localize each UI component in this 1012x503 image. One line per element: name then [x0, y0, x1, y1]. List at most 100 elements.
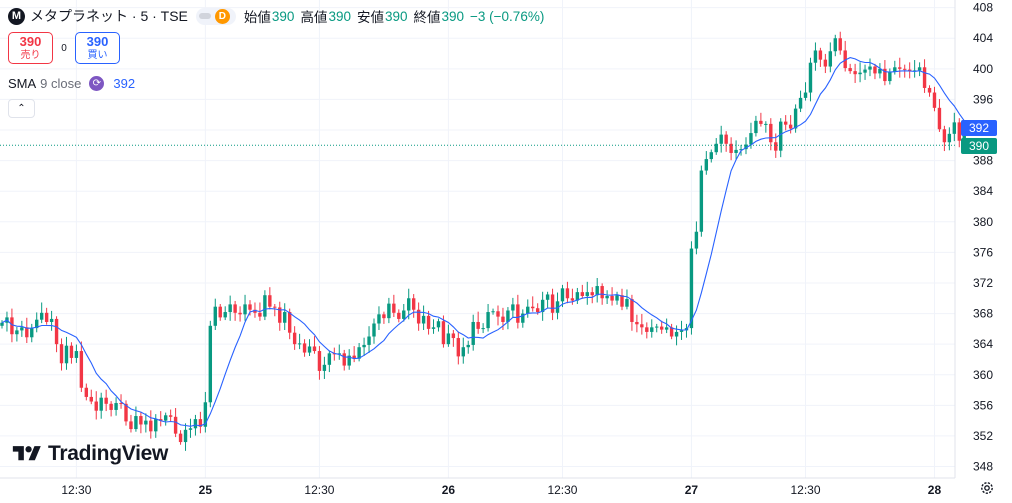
candle	[650, 319, 654, 338]
candle	[99, 392, 103, 419]
candle	[74, 344, 79, 363]
indicator-legend[interactable]: SMA 9 close ⟳ 392	[8, 74, 135, 92]
candle	[446, 324, 451, 347]
tradingview-watermark[interactable]: TradingView	[12, 442, 168, 466]
candle	[605, 290, 609, 305]
sell-button[interactable]: 390 売り	[8, 32, 53, 64]
candle	[208, 320, 213, 408]
candle	[779, 118, 783, 158]
candle	[823, 53, 828, 74]
candle	[471, 314, 475, 351]
candle	[297, 333, 302, 350]
buy-price: 390	[86, 34, 109, 50]
candle	[724, 131, 728, 152]
candle	[15, 326, 19, 342]
candle	[783, 115, 788, 131]
candle	[317, 346, 322, 380]
x-tick-label: 27	[685, 483, 699, 497]
y-tick-label: 364	[973, 337, 993, 351]
sell-price: 390	[19, 34, 42, 50]
candle	[163, 412, 168, 426]
candle	[382, 311, 386, 324]
candle	[744, 137, 748, 155]
y-tick-label: 400	[973, 62, 993, 76]
indicator-params: 9 close	[40, 75, 82, 91]
candle	[307, 339, 312, 357]
candle	[496, 305, 500, 326]
candle	[511, 297, 515, 318]
candle	[203, 391, 208, 433]
candle	[39, 302, 44, 324]
candle	[287, 308, 292, 340]
candle	[421, 305, 426, 331]
y-tick-label: 356	[973, 398, 993, 412]
buy-label: 買い	[87, 49, 108, 61]
candle	[888, 68, 892, 85]
candle	[407, 288, 411, 320]
candle	[30, 323, 34, 343]
symbol-title[interactable]: メタプラネット · 5 · TSE	[30, 8, 188, 24]
candle	[883, 60, 887, 86]
candle	[347, 349, 351, 370]
candle	[937, 99, 942, 132]
y-tick-label: 348	[973, 460, 993, 474]
buy-button[interactable]: 390 買い	[75, 32, 120, 64]
candle	[555, 292, 560, 320]
last-price-tag: 390	[961, 138, 997, 154]
candle	[798, 90, 803, 113]
refresh-icon[interactable]: ⟳	[89, 75, 105, 91]
candle	[372, 318, 376, 344]
candle	[327, 350, 332, 373]
x-tick-label: 12:30	[791, 483, 821, 497]
candle	[516, 294, 520, 329]
gear-icon[interactable]	[979, 480, 995, 496]
symbol-logo[interactable]: M	[8, 7, 25, 25]
candle	[387, 297, 391, 324]
candle	[565, 281, 570, 304]
candle	[114, 397, 118, 416]
candle	[233, 300, 237, 321]
candle	[615, 291, 619, 305]
candle	[684, 323, 689, 338]
candle	[198, 411, 203, 434]
indicator-value: 392	[113, 75, 136, 91]
candle	[659, 320, 664, 334]
dividend-badge[interactable]: D	[195, 7, 236, 25]
candle	[828, 42, 833, 73]
candle	[213, 298, 217, 331]
candle	[44, 307, 49, 325]
candle	[610, 287, 614, 306]
candle	[64, 336, 69, 370]
candle	[922, 59, 927, 93]
candle	[362, 337, 366, 357]
candle	[79, 341, 84, 392]
x-tick-label: 28	[928, 483, 942, 497]
candle	[635, 314, 639, 333]
candle	[441, 315, 446, 348]
candle	[243, 294, 247, 321]
low-value: 390	[384, 8, 408, 24]
candle	[292, 326, 297, 350]
candle	[664, 318, 669, 334]
candle	[183, 423, 188, 451]
x-tick-label: 26	[442, 483, 456, 497]
candle	[337, 344, 341, 360]
candle	[168, 409, 173, 422]
chevron-up-icon: ⌃	[17, 103, 26, 114]
y-tick-label: 404	[973, 31, 993, 45]
collapse-legend-button[interactable]: ⌃	[8, 99, 35, 118]
candle	[630, 294, 634, 331]
y-tick-label: 384	[973, 184, 993, 198]
candle	[759, 112, 763, 127]
candle	[645, 322, 649, 339]
candle	[342, 349, 346, 371]
candle	[377, 306, 381, 331]
sell-label: 売り	[20, 49, 41, 61]
candle	[853, 63, 857, 83]
candle	[808, 57, 813, 102]
candle	[481, 323, 485, 334]
candle	[402, 304, 406, 322]
candle	[278, 301, 282, 331]
candle	[769, 118, 773, 151]
